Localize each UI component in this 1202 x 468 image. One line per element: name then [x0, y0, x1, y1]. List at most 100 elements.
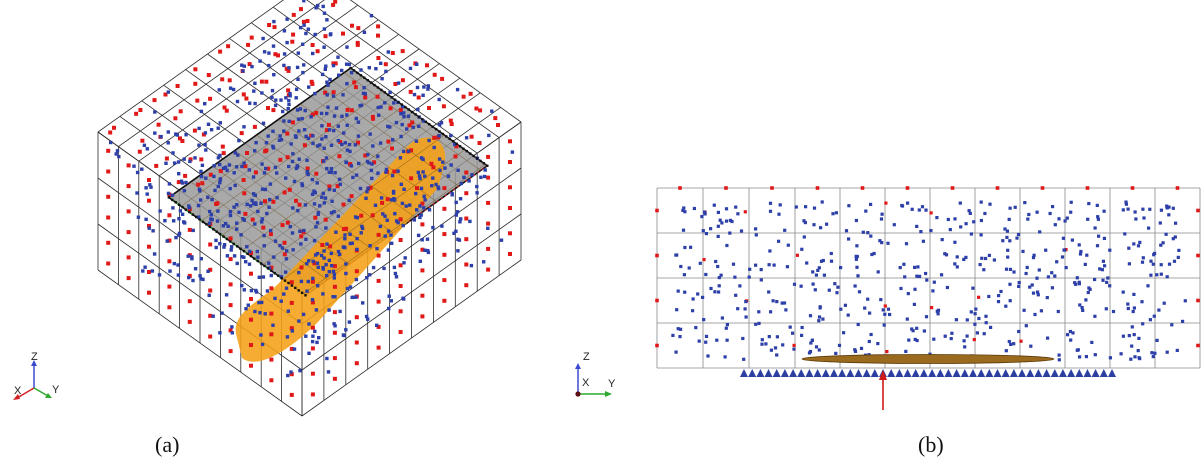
support-dot	[201, 220, 205, 224]
surface-node	[860, 186, 865, 190]
surface-node	[326, 122, 331, 127]
interior-node	[399, 134, 403, 139]
interior-node	[781, 343, 785, 347]
interior-node	[267, 63, 271, 68]
interior-node	[675, 253, 679, 257]
surface-node	[328, 244, 333, 249]
interior-node	[724, 219, 729, 223]
interior-node	[1123, 232, 1127, 236]
support-dot	[212, 228, 215, 231]
interior-node	[1078, 355, 1082, 359]
interior-node	[396, 81, 401, 85]
surface-node	[508, 160, 512, 164]
interior-node	[332, 322, 336, 326]
surface-node	[354, 361, 359, 366]
surface-node	[269, 357, 274, 362]
interior-node	[1096, 217, 1100, 221]
interior-node	[1027, 212, 1031, 217]
interior-node	[311, 334, 315, 338]
interior-node	[1106, 276, 1110, 280]
interior-node	[1155, 273, 1159, 277]
interior-node	[273, 165, 278, 170]
interior-node	[1149, 273, 1153, 277]
interior-node	[767, 290, 771, 294]
interior-node	[329, 143, 334, 147]
interior-node	[482, 260, 486, 264]
surface-node	[354, 269, 359, 274]
surface-node	[678, 186, 682, 190]
interior-node	[260, 187, 265, 191]
interior-node	[692, 206, 696, 211]
interior-node	[1035, 210, 1039, 214]
interior-node	[177, 172, 181, 176]
support-dot	[434, 127, 438, 131]
surface-node	[327, 184, 332, 189]
interior-node	[978, 263, 982, 267]
surface-node	[167, 259, 172, 264]
interior-node	[1108, 284, 1112, 288]
interior-node	[843, 303, 847, 307]
interior-node	[434, 182, 438, 187]
surface-node	[302, 143, 307, 148]
interior-node	[839, 307, 843, 311]
support-dot	[171, 198, 174, 202]
interior-node	[499, 238, 504, 242]
interior-node	[364, 314, 369, 319]
interior-node	[268, 182, 273, 186]
interior-node	[683, 290, 687, 294]
interior-node	[216, 209, 220, 213]
interior-node	[1153, 351, 1157, 355]
interior-node	[804, 205, 808, 209]
interior-node	[206, 122, 211, 126]
surface-node	[272, 25, 277, 30]
interior-node	[376, 105, 380, 110]
surface-node	[106, 169, 111, 174]
support-dot	[458, 145, 462, 148]
interior-node	[355, 247, 359, 252]
interior-node	[687, 266, 691, 270]
interior-node	[777, 212, 781, 216]
surface-node	[175, 84, 180, 88]
interior-node	[754, 322, 758, 326]
surface-node	[370, 114, 375, 119]
surface-node	[655, 208, 659, 213]
interior-node	[245, 202, 249, 206]
interior-node	[248, 249, 252, 254]
interior-node	[298, 25, 303, 30]
interior-node	[305, 158, 309, 162]
interior-node	[920, 205, 925, 209]
interior-node	[734, 205, 738, 209]
interior-node	[152, 252, 157, 256]
interior-node	[977, 316, 981, 321]
side-grid	[656, 187, 1201, 369]
interior-node	[258, 59, 262, 63]
interior-node	[821, 258, 825, 263]
interior-node	[322, 159, 326, 163]
surface-node	[332, 356, 337, 361]
triangle-support-icon	[740, 369, 748, 377]
interior-node	[291, 248, 295, 252]
surface-node	[187, 319, 192, 324]
interior-node	[682, 273, 686, 277]
interior-node	[1001, 239, 1005, 243]
interior-node	[136, 215, 141, 219]
interior-node	[182, 220, 186, 224]
interior-node	[883, 312, 887, 316]
interior-node	[293, 134, 298, 138]
support-dot	[438, 130, 441, 133]
interior-node	[809, 341, 813, 345]
surface-node	[178, 136, 182, 141]
surface-node	[461, 94, 466, 99]
interior-node	[340, 114, 344, 118]
surface-node	[333, 0, 338, 4]
interior-node	[218, 121, 222, 125]
interior-node	[739, 229, 744, 233]
surface-node	[264, 79, 269, 84]
interior-node	[1136, 244, 1141, 248]
surface-node	[393, 82, 398, 86]
interior-node	[437, 97, 441, 102]
grid-line	[180, 76, 364, 207]
interior-node	[754, 227, 758, 231]
triangle-support-icon	[821, 369, 830, 377]
interior-node	[345, 123, 349, 127]
